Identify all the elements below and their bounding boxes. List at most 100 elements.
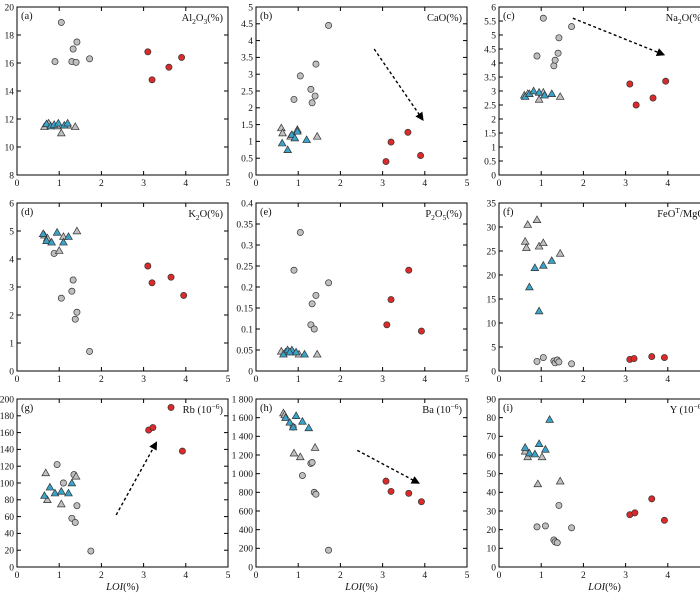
panel-letter: (i) — [503, 403, 513, 414]
panel-f: 01234505101520253035(f)FeOT/MgO — [487, 199, 700, 385]
panel-b: 0 1 2 3 4 5 0 0.5 1 1.5 2 2.5 3 3.5 4 4.5 5 (b) CaO(%) — [241, 3, 470, 189]
x-tick-label: 4 — [665, 375, 670, 385]
y-tick-label: 90 — [487, 395, 497, 405]
x-tick-label: 5 — [465, 179, 470, 189]
y-tick-label: 0 — [248, 171, 253, 181]
data-point-triangle — [300, 349, 309, 358]
y-tick-label: 3 — [248, 71, 253, 81]
y-tick-label: 80 — [5, 496, 15, 506]
y-tick-label: 5 — [248, 3, 253, 13]
data-point-triangle — [59, 237, 68, 246]
data-point-triangle — [50, 488, 60, 497]
data-point-circle — [312, 291, 320, 299]
data-point-circle — [553, 539, 561, 547]
data-point-circle — [180, 291, 188, 299]
y-tick-label: 0.4 — [241, 199, 253, 209]
x-tick-label: 1 — [296, 571, 301, 581]
data-point-triangle — [278, 128, 287, 137]
x-tick-label: 3 — [380, 375, 385, 385]
y-tick-label: 120 — [0, 463, 14, 473]
y-tick-label: 140 — [0, 446, 14, 456]
y-tick-label: 20 — [5, 547, 15, 557]
y-tick-label: 3.5 — [241, 54, 253, 64]
y-tick-label: 20 — [487, 271, 497, 281]
panel-title: Rb (10−6) — [183, 402, 224, 416]
y-tick-label: 40 — [5, 530, 15, 540]
y-tick-label: 0 — [491, 367, 496, 377]
x-tick-label: 0 — [254, 571, 259, 581]
panel-i: 0123450102030405060708090(i)Y (10−6)LOI(… — [487, 395, 700, 593]
data-point-circle — [149, 424, 157, 432]
x-axis-label: LOI(%) — [587, 582, 621, 593]
data-point-triangle — [45, 482, 55, 491]
y-tick-label: 5 — [491, 343, 496, 353]
data-point-triangle — [56, 128, 66, 137]
data-point-circle — [308, 459, 316, 466]
x-tick-label: 0 — [15, 375, 20, 385]
y-tick-label: 2.5 — [241, 87, 253, 97]
data-point-circle — [660, 516, 668, 524]
x-tick-label: 0 — [15, 179, 20, 189]
data-point-triangle — [538, 260, 548, 269]
data-point-circle — [539, 14, 547, 22]
data-point-circle — [405, 266, 413, 274]
data-point-triangle — [38, 229, 48, 237]
panel-title: CaO(%) — [427, 13, 462, 24]
data-point-triangle — [288, 422, 298, 431]
panel-letter: (h) — [260, 403, 273, 414]
x-tick-label: 2 — [99, 375, 104, 385]
x-tick-label: 1 — [57, 375, 62, 385]
y-tick-label: 5 — [9, 227, 14, 237]
y-tick-label: 1 000 — [232, 470, 254, 480]
y-tick-label: 0.35 — [236, 220, 253, 230]
y-tick-label: 0 — [9, 563, 14, 573]
plot-frame — [498, 202, 700, 372]
y-tick-label: 0.5 — [484, 157, 496, 167]
y-tick-label: 25 — [487, 247, 497, 257]
data-point-circle — [555, 34, 563, 42]
data-point-triangle — [41, 468, 51, 477]
data-point-triangle — [56, 499, 66, 508]
data-point-triangle — [532, 215, 542, 223]
data-point-triangle — [530, 449, 540, 458]
data-point-triangle — [47, 237, 57, 246]
y-tick-label: 4 — [248, 37, 253, 47]
y-tick-label: 14 — [5, 87, 15, 97]
y-tick-label: 0 — [248, 367, 253, 377]
data-point-circle — [417, 498, 425, 506]
data-point-circle — [417, 152, 425, 159]
data-point-triangle — [547, 89, 557, 98]
data-point-triangle — [71, 471, 81, 480]
panel-d: 0 1 2 3 4 5 0 1 2 3 4 5 6 (d) K2O(%) — [9, 199, 230, 385]
data-point-triangle — [290, 133, 300, 142]
data-point-triangle — [545, 415, 555, 423]
data-point-triangle — [312, 131, 322, 140]
y-tick-label: 30 — [487, 507, 497, 517]
data-point-circle — [298, 472, 306, 479]
data-point-circle — [325, 546, 333, 554]
data-point-triangle — [285, 417, 295, 426]
data-point-circle — [660, 354, 668, 362]
data-point-circle — [87, 547, 95, 555]
panel-h: 0 1 2 3 4 5 0 200 400 600 800 1 000 1 200 1 400 1 600 1… — [232, 395, 470, 593]
data-point-triangle — [520, 446, 530, 455]
y-tick-label: 100 — [0, 479, 14, 489]
x-tick-label: 2 — [99, 179, 104, 189]
y-tick-label: 4 — [9, 255, 14, 265]
panel-letter: (e) — [260, 207, 272, 218]
data-point-circle — [72, 58, 80, 66]
y-tick-label: 2 — [248, 104, 253, 114]
data-point-triangle — [534, 306, 544, 315]
data-point-circle — [53, 461, 61, 468]
y-tick-label: 200 — [239, 545, 254, 555]
y-tick-label: 12 — [5, 115, 15, 125]
data-point-triangle — [279, 349, 288, 358]
data-point-circle — [382, 477, 390, 485]
trend-arrow — [115, 441, 158, 516]
y-tick-label: 3.5 — [484, 73, 496, 83]
data-point-triangle — [523, 220, 533, 228]
data-point-circle — [568, 524, 576, 532]
y-tick-label: 800 — [239, 489, 254, 499]
y-tick-label: 10 — [487, 319, 497, 329]
plot-frame — [498, 398, 700, 568]
